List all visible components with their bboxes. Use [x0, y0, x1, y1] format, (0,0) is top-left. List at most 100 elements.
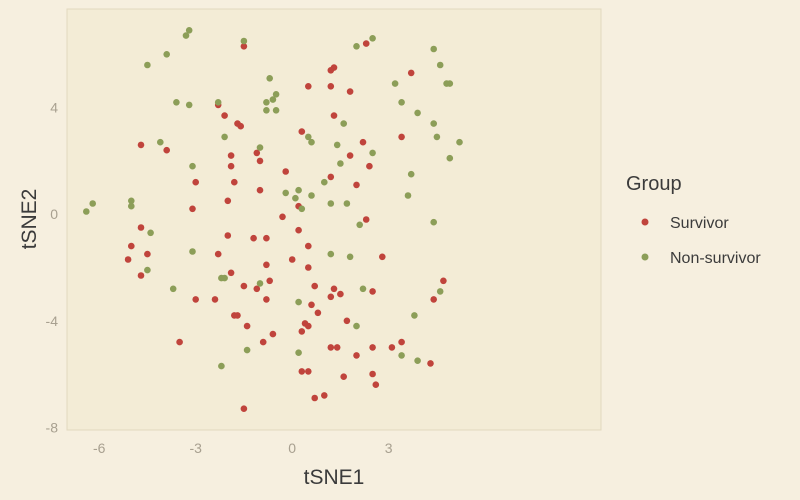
survivor-point — [243, 322, 251, 330]
survivor-point — [305, 264, 312, 271]
non-survivor-point — [430, 120, 438, 127]
survivor-point — [269, 330, 277, 338]
non-survivor-point — [295, 349, 302, 357]
survivor-point — [379, 253, 386, 261]
survivor-point — [240, 43, 248, 50]
non-survivor-point — [83, 208, 90, 215]
survivor-point — [253, 285, 261, 293]
survivor-point — [256, 186, 264, 194]
survivor-point — [327, 344, 335, 351]
survivor-point — [163, 146, 170, 154]
survivor-point — [263, 261, 270, 269]
survivor-point — [305, 368, 312, 375]
survivor-point — [227, 269, 235, 277]
non-survivor-point — [414, 109, 421, 117]
survivor-point — [250, 234, 257, 242]
non-survivor-point — [157, 138, 164, 146]
survivor-point — [333, 344, 341, 351]
non-survivor-point — [356, 221, 364, 229]
survivor-point — [298, 328, 306, 335]
survivor-point — [398, 338, 405, 346]
non-survivor-point — [89, 200, 96, 207]
survivor-point — [359, 138, 367, 146]
legend-label-non-survivor: Non-survivor — [670, 250, 761, 267]
survivor-point — [388, 344, 396, 351]
plot-panel — [66, 8, 602, 431]
legend-title: Group — [626, 173, 682, 195]
survivor-point — [128, 242, 135, 250]
non-survivor-point — [433, 133, 441, 141]
survivor-point — [362, 40, 370, 47]
non-survivor-point — [359, 285, 367, 293]
non-survivor-point — [173, 99, 180, 106]
non-survivor-point — [333, 141, 341, 149]
legend-swatch-survivor — [641, 218, 649, 226]
non-survivor-point — [221, 133, 228, 141]
survivor-point — [440, 277, 447, 285]
non-survivor-point — [456, 138, 463, 146]
non-survivor-point — [240, 37, 248, 45]
non-survivor-point — [308, 192, 315, 199]
non-survivor-point — [404, 192, 412, 199]
non-survivor-point — [327, 200, 335, 207]
non-survivor-point — [436, 288, 444, 295]
survivor-point — [321, 392, 328, 399]
non-survivor-point — [282, 189, 290, 197]
non-survivor-point — [128, 202, 135, 210]
survivor-point — [256, 157, 264, 165]
y-axis-title: tSNE2 — [18, 189, 41, 250]
non-survivor-point — [337, 160, 344, 167]
survivor-point — [330, 112, 338, 119]
non-survivor-point — [446, 80, 454, 87]
non-survivor-point — [308, 138, 315, 146]
survivor-point — [308, 301, 315, 309]
survivor-point — [234, 120, 241, 127]
non-survivor-point — [214, 99, 222, 106]
survivor-point — [353, 181, 360, 189]
points-layer — [83, 27, 463, 413]
survivor-point — [189, 205, 196, 213]
survivor-point — [214, 250, 222, 258]
non-survivor-point — [189, 162, 196, 170]
survivor-point — [263, 234, 270, 242]
survivor-point — [330, 285, 338, 293]
non-survivor-point — [263, 99, 270, 106]
survivor-point — [282, 168, 290, 175]
y-tick-label: 4 — [50, 100, 58, 116]
survivor-point — [176, 338, 183, 346]
non-survivor-point — [391, 80, 399, 87]
y-tick-label: -4 — [46, 313, 59, 329]
survivor-point — [288, 256, 296, 263]
non-survivor-point — [272, 107, 280, 114]
survivor-point — [369, 370, 376, 378]
survivor-point — [311, 394, 319, 402]
non-survivor-point — [189, 248, 196, 255]
non-survivor-point — [295, 186, 302, 194]
non-survivor-point — [263, 107, 270, 114]
y-tick-label: -8 — [46, 419, 59, 435]
survivor-point — [407, 69, 415, 77]
non-survivor-point — [353, 322, 360, 330]
non-survivor-point — [398, 352, 405, 359]
non-survivor-point — [185, 101, 193, 109]
non-survivor-point — [446, 154, 454, 162]
non-survivor-point — [369, 35, 376, 42]
non-survivor-point — [369, 149, 376, 157]
survivor-point — [346, 152, 354, 159]
survivor-point — [240, 282, 248, 290]
non-survivor-point — [144, 61, 151, 69]
x-tick-label: 3 — [385, 440, 393, 456]
survivor-point — [192, 296, 199, 303]
survivor-point — [124, 256, 132, 263]
survivor-point — [231, 178, 238, 186]
survivor-point — [337, 290, 344, 298]
survivor-point — [327, 293, 335, 301]
non-survivor-point — [398, 99, 405, 106]
survivor-point — [369, 344, 376, 351]
non-survivor-point — [128, 197, 135, 205]
survivor-point — [192, 178, 199, 186]
non-survivor-point — [321, 178, 328, 186]
non-survivor-point — [298, 205, 306, 213]
survivor-point — [305, 242, 312, 250]
non-survivor-point — [185, 27, 193, 34]
